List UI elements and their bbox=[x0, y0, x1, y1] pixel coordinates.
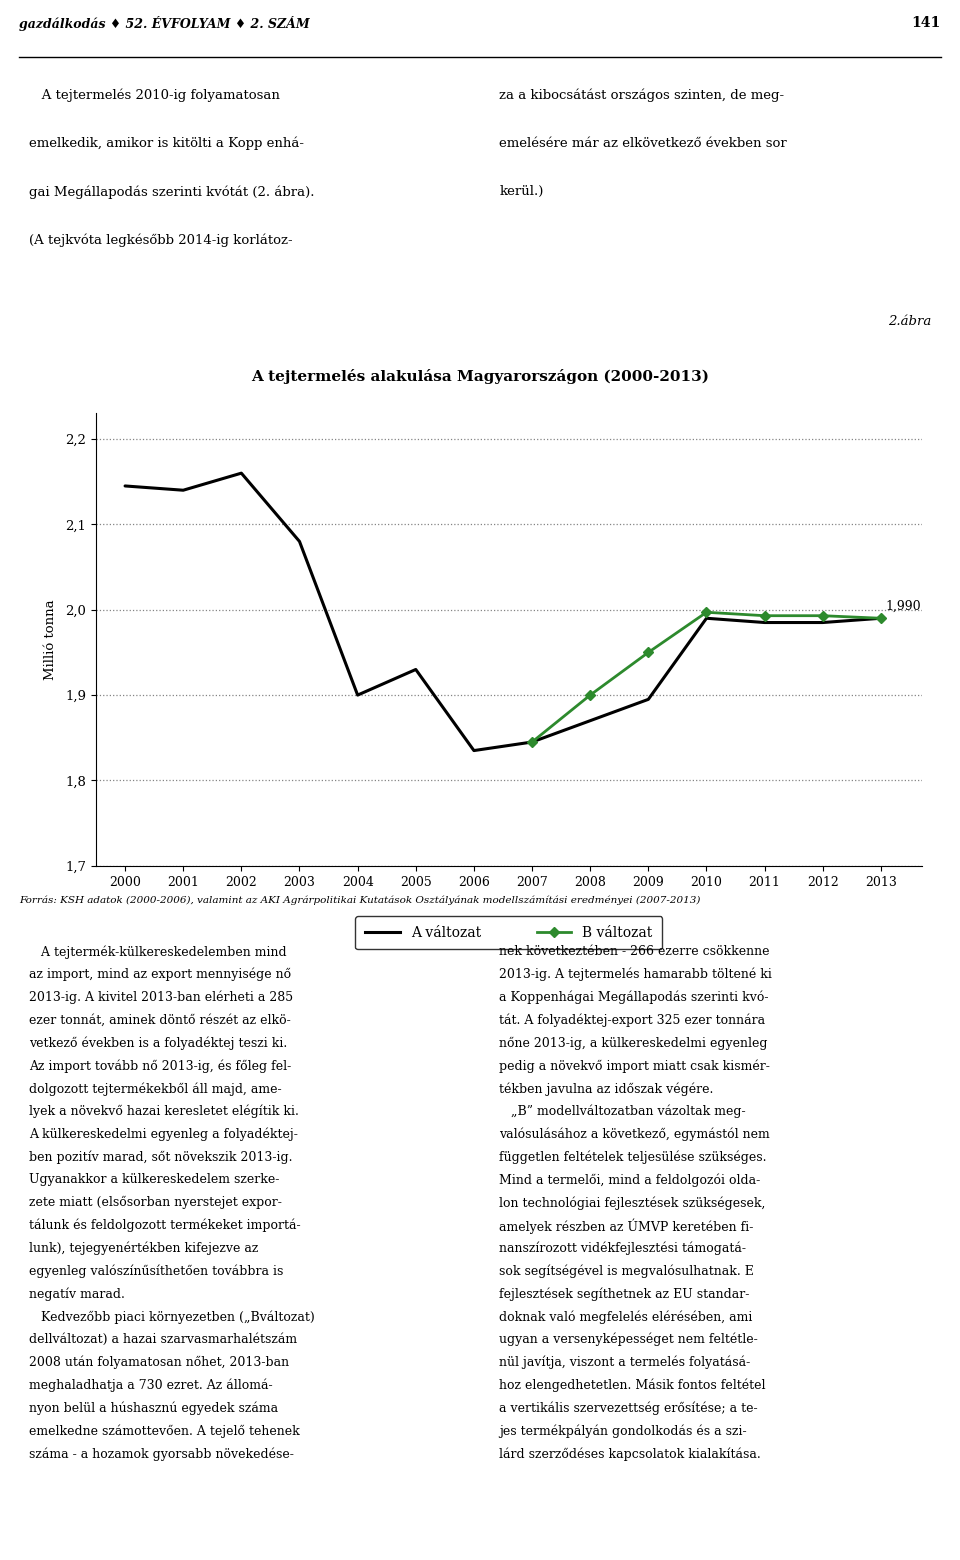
Text: nek következtében - 266 ezerre csökkenne: nek következtében - 266 ezerre csökkenne bbox=[499, 945, 770, 958]
Text: (A tejkvóta legkésőbb 2014-ig korlátoz-: (A tejkvóta legkésőbb 2014-ig korlátoz- bbox=[29, 234, 293, 248]
Text: 141: 141 bbox=[912, 17, 941, 31]
Text: lyek a növekvő hazai keresletet elégítik ki.: lyek a növekvő hazai keresletet elégítik… bbox=[29, 1104, 299, 1119]
Text: lunk), tejegyenértékben kifejezve az: lunk), tejegyenértékben kifejezve az bbox=[29, 1242, 258, 1256]
Text: nül javítja, viszont a termelés folyatásá-: nül javítja, viszont a termelés folyatás… bbox=[499, 1356, 751, 1370]
Text: gazdálkodás ♦ 52. ÉVFOLYAM ♦ 2. SZÁM: gazdálkodás ♦ 52. ÉVFOLYAM ♦ 2. SZÁM bbox=[19, 16, 310, 31]
Y-axis label: Millió tonna: Millió tonna bbox=[44, 599, 57, 680]
Text: az import, mind az export mennyisége nő: az import, mind az export mennyisége nő bbox=[29, 967, 291, 981]
Text: Forrás: KSH adatok (2000-2006), valamint az AKI Agrárpolitikai Kutatások Osztály: Forrás: KSH adatok (2000-2006), valamint… bbox=[19, 895, 701, 905]
Text: amelyek részben az ÚMVP keretében fi-: amelyek részben az ÚMVP keretében fi- bbox=[499, 1218, 754, 1234]
Text: lon technológiai fejlesztések szükségesek,: lon technológiai fejlesztések szükségese… bbox=[499, 1197, 765, 1209]
Text: ugyan a versenyképességet nem feltétle-: ugyan a versenyképességet nem feltétle- bbox=[499, 1332, 758, 1346]
Text: doknak való megfelelés elérésében, ami: doknak való megfelelés elérésében, ami bbox=[499, 1310, 753, 1324]
Text: A külkereskedelmi egyenleg a folyadéktej-: A külkereskedelmi egyenleg a folyadéktej… bbox=[29, 1128, 298, 1142]
Text: tékben javulna az időszak végére.: tékben javulna az időszak végére. bbox=[499, 1083, 713, 1095]
Text: gai Megállapodás szerinti kvótát (2. ábra).: gai Megállapodás szerinti kvótát (2. ábr… bbox=[29, 186, 314, 200]
Text: 1,990: 1,990 bbox=[885, 601, 922, 613]
Text: kerül.): kerül.) bbox=[499, 186, 543, 198]
Text: negatív marad.: negatív marad. bbox=[29, 1287, 125, 1301]
Text: emelésére már az elkövetkező években sor: emelésére már az elkövetkező években sor bbox=[499, 137, 787, 150]
Text: Mind a termelői, mind a feldolgozói olda-: Mind a termelői, mind a feldolgozói olda… bbox=[499, 1173, 760, 1187]
Text: pedig a növekvő import miatt csak kismér-: pedig a növekvő import miatt csak kismér… bbox=[499, 1059, 770, 1073]
Text: független feltételek teljesülése szükséges.: független feltételek teljesülése szükség… bbox=[499, 1150, 767, 1164]
Text: jes termékpályán gondolkodás és a szi-: jes termékpályán gondolkodás és a szi- bbox=[499, 1424, 747, 1438]
Text: száma - a hozamok gyorsabb növekedése-: száma - a hozamok gyorsabb növekedése- bbox=[29, 1448, 294, 1460]
Text: 2013-ig. A kivitel 2013-ban elérheti a 285: 2013-ig. A kivitel 2013-ban elérheti a 2… bbox=[29, 991, 293, 1005]
Text: 2.ábra: 2.ábra bbox=[888, 315, 931, 328]
Text: dolgozott tejtermékekből áll majd, ame-: dolgozott tejtermékekből áll majd, ame- bbox=[29, 1083, 281, 1095]
Text: egyenleg valószínűsíthetően továbbra is: egyenleg valószínűsíthetően továbbra is bbox=[29, 1265, 283, 1278]
Text: a Koppenhágai Megállapodás szerinti kvó-: a Koppenhágai Megállapodás szerinti kvó- bbox=[499, 991, 769, 1005]
Text: Ugyanakkor a külkereskedelem szerke-: Ugyanakkor a külkereskedelem szerke- bbox=[29, 1173, 279, 1186]
Text: meghaladhatja a 730 ezret. Az állomá-: meghaladhatja a 730 ezret. Az állomá- bbox=[29, 1379, 273, 1392]
Text: zete miatt (elsősorban nyerstejet expor-: zete miatt (elsősorban nyerstejet expor- bbox=[29, 1197, 281, 1209]
Text: emelkedik, amikor is kitölti a Kopp enhá-: emelkedik, amikor is kitölti a Kopp enhá… bbox=[29, 137, 303, 150]
Text: emelkedne számottevően. A tejelő tehenek: emelkedne számottevően. A tejelő tehenek bbox=[29, 1424, 300, 1438]
Text: ezer tonnát, aminek döntő részét az elkö-: ezer tonnát, aminek döntő részét az elkö… bbox=[29, 1014, 291, 1026]
Text: nanszírozott vidékfejlesztési támogatá-: nanszírozott vidékfejlesztési támogatá- bbox=[499, 1242, 746, 1256]
Text: A tejtermelés 2010-ig folyamatosan: A tejtermelés 2010-ig folyamatosan bbox=[29, 89, 279, 101]
Text: nőne 2013-ig, a külkereskedelmi egyenleg: nőne 2013-ig, a külkereskedelmi egyenleg bbox=[499, 1036, 768, 1050]
Text: Kedvezőbb piaci környezetben („Bváltozat): Kedvezőbb piaci környezetben („Bváltozat… bbox=[29, 1310, 315, 1324]
Text: a vertikális szervezettség erősítése; a te-: a vertikális szervezettség erősítése; a … bbox=[499, 1401, 757, 1415]
Text: nyon belül a húshasznú egyedek száma: nyon belül a húshasznú egyedek száma bbox=[29, 1401, 278, 1415]
Text: Az import tovább nő 2013-ig, és főleg fel-: Az import tovább nő 2013-ig, és főleg fe… bbox=[29, 1059, 291, 1073]
Text: sok segítségével is megvalósulhatnak. E: sok segítségével is megvalósulhatnak. E bbox=[499, 1265, 754, 1278]
Text: A tejtermék-külkereskedelemben mind: A tejtermék-külkereskedelemben mind bbox=[29, 945, 286, 959]
Text: „B” modellváltozatban vázoltak meg-: „B” modellváltozatban vázoltak meg- bbox=[499, 1104, 746, 1119]
Text: hoz elengedhetetlen. Másik fontos feltétel: hoz elengedhetetlen. Másik fontos feltét… bbox=[499, 1379, 766, 1392]
Text: lárd szerződéses kapcsolatok kialakítása.: lárd szerződéses kapcsolatok kialakítása… bbox=[499, 1448, 761, 1460]
Text: A tejtermelés alakulása Magyarországon (2000-2013): A tejtermelés alakulása Magyarországon (… bbox=[251, 370, 709, 384]
Text: za a kibocsátást országos szinten, de meg-: za a kibocsátást országos szinten, de me… bbox=[499, 89, 784, 101]
Text: tát. A folyadéktej-export 325 ezer tonnára: tát. A folyadéktej-export 325 ezer tonná… bbox=[499, 1014, 765, 1026]
Text: dellváltozat) a hazai szarvasmarhalétszám: dellváltozat) a hazai szarvasmarhalétszá… bbox=[29, 1332, 297, 1346]
Legend: A változat, B változat: A változat, B változat bbox=[355, 916, 662, 950]
Text: fejlesztések segíthetnek az EU standar-: fejlesztések segíthetnek az EU standar- bbox=[499, 1287, 750, 1301]
Text: ben pozitív marad, sőt növekszik 2013-ig.: ben pozitív marad, sőt növekszik 2013-ig… bbox=[29, 1150, 292, 1164]
Text: tálunk és feldolgozott termékeket importá-: tálunk és feldolgozott termékeket import… bbox=[29, 1218, 300, 1232]
Text: vetkező években is a folyadéktej teszi ki.: vetkező években is a folyadéktej teszi k… bbox=[29, 1036, 287, 1050]
Text: 2008 után folyamatosan nőhet, 2013-ban: 2008 után folyamatosan nőhet, 2013-ban bbox=[29, 1356, 289, 1370]
Text: 2013-ig. A tejtermelés hamarabb töltené ki: 2013-ig. A tejtermelés hamarabb töltené … bbox=[499, 967, 772, 981]
Text: valósulásához a következő, egymástól nem: valósulásához a következő, egymástól nem bbox=[499, 1128, 770, 1142]
